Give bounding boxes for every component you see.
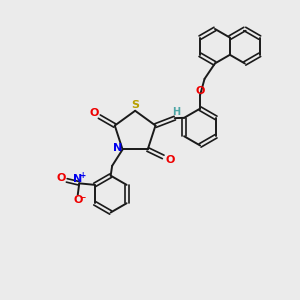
Text: N: N [112,143,122,153]
Text: O: O [57,173,66,183]
Text: H: H [172,106,180,117]
Text: O: O [195,86,205,96]
Text: O: O [73,195,83,205]
Text: −: − [79,193,86,202]
Text: +: + [80,170,86,179]
Text: O: O [165,155,174,165]
Text: N: N [73,174,83,184]
Text: S: S [132,100,140,110]
Text: O: O [89,108,99,118]
